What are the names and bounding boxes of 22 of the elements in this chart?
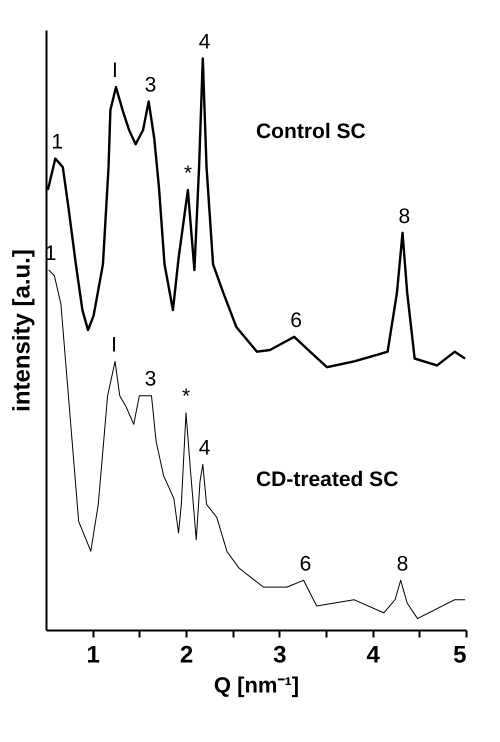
x-tick-label: 2: [180, 642, 194, 668]
annotation: I: [111, 333, 117, 356]
annotation: 3: [144, 73, 156, 96]
x-tick-label: 5: [453, 642, 466, 668]
annotation: I: [112, 59, 118, 82]
annotation: 4: [198, 30, 211, 54]
annotation: 3: [144, 368, 156, 391]
x-axis-title: Q [nm⁻¹]: [214, 672, 300, 698]
annotation: 6: [300, 552, 312, 576]
text: Control SC: [256, 120, 366, 143]
x-tick-label: 4: [366, 642, 380, 668]
y-axis-title: intensity [a.u.]: [8, 249, 36, 412]
annotation: 6: [290, 308, 302, 332]
annotation: 8: [396, 552, 408, 576]
annotation: 8: [398, 204, 410, 228]
annotation: 4: [198, 436, 211, 460]
text: CD-treated SC: [256, 468, 398, 491]
x-tick-label: 1: [86, 642, 100, 668]
annotation: *: [184, 162, 192, 185]
annotation: 1: [51, 130, 64, 154]
x-tick-label: 3: [273, 642, 287, 668]
annotation: *: [182, 384, 190, 408]
